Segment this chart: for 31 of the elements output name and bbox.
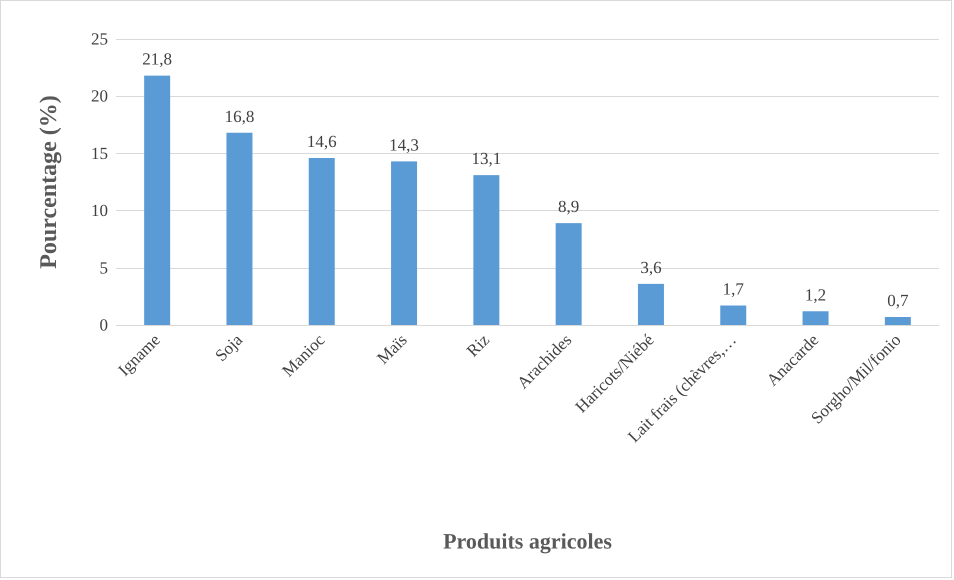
data-label: 14,6 — [306, 132, 337, 151]
bar — [884, 316, 911, 325]
bar — [226, 132, 252, 325]
y-tick-label: 20 — [91, 86, 108, 106]
data-label: 8,9 — [558, 197, 580, 216]
x-tick-label: Maïs — [373, 330, 411, 368]
data-label: 0,7 — [887, 290, 909, 310]
data-label: 14,3 — [389, 135, 419, 154]
y-tick-label: 25 — [91, 30, 108, 48]
data-label: 21,8 — [142, 50, 172, 69]
data-label: 3,6 — [640, 258, 662, 277]
x-tick-label: Riz — [462, 330, 494, 360]
data-label: 1,2 — [804, 285, 826, 304]
y-tick-label: 15 — [91, 144, 108, 163]
bar — [802, 311, 829, 325]
x-axis-title: Produits agricoles — [443, 528, 612, 554]
data-label: 16,8 — [224, 106, 254, 126]
bar — [308, 158, 335, 325]
bar — [391, 161, 418, 325]
bar — [556, 223, 582, 325]
y-axis-title: Pourcentage (%) — [36, 95, 62, 269]
bar — [473, 175, 500, 325]
y-tick-label: 0 — [100, 316, 108, 334]
x-tick-label: Soja — [211, 330, 246, 366]
y-tick-label: 5 — [100, 258, 108, 278]
data-label: 1,7 — [722, 280, 744, 299]
y-tick-label: 10 — [91, 201, 108, 220]
bar — [720, 306, 746, 325]
bar — [144, 76, 170, 325]
bar — [638, 284, 664, 325]
data-label: 13,1 — [471, 149, 502, 168]
